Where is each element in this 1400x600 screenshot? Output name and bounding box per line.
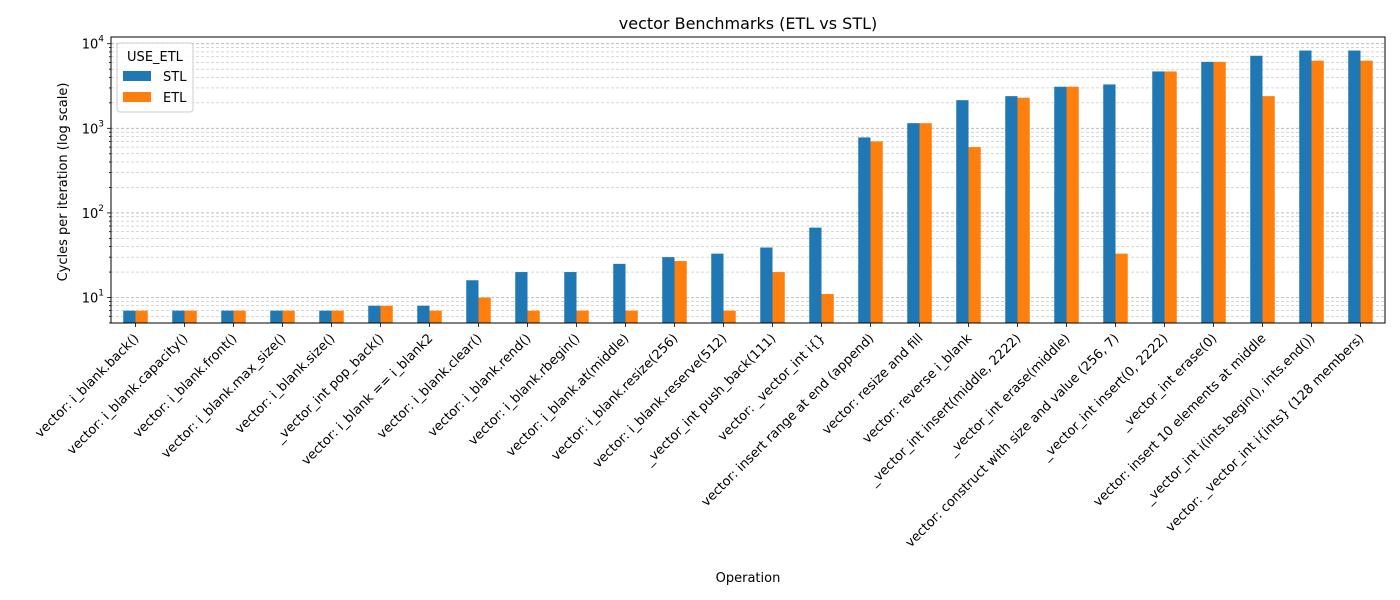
bar-stl-11: [662, 257, 675, 323]
bar-etl-6: [429, 310, 442, 323]
bar-etl-24: [1311, 60, 1324, 324]
bar-stl-3: [270, 310, 283, 323]
bar-stl-14: [809, 227, 822, 323]
bar-etl-13: [772, 272, 785, 323]
bar-etl-1: [184, 310, 197, 323]
plot-frame: [110, 36, 1386, 324]
x-axis-label: Operation: [716, 571, 781, 586]
bar-stl-15: [858, 137, 871, 323]
bar-etl-21: [1164, 71, 1177, 324]
bar-stl-5: [368, 305, 381, 323]
bar-stl-20: [1103, 84, 1116, 324]
bar-stl-8: [515, 272, 528, 323]
y-tick-label: 103: [82, 119, 104, 137]
bar-etl-23: [1262, 96, 1275, 323]
legend-label-etl: ETL: [163, 91, 187, 106]
chart-title: vector Benchmarks (ETL vs STL): [619, 14, 878, 33]
bar-stl-23: [1250, 55, 1263, 324]
y-axis: 101 102 103 104: [82, 35, 111, 324]
y-tick-label: 102: [82, 204, 104, 222]
legend-swatch-stl: [123, 71, 151, 81]
bar-stl-16: [907, 123, 920, 323]
bar-etl-22: [1213, 61, 1226, 324]
legend: USE_ETL STL ETL: [116, 42, 194, 113]
bar-stl-10: [613, 263, 626, 323]
bar-stl-19: [1054, 86, 1067, 323]
bar-stl-22: [1201, 61, 1214, 324]
bar-stl-12: [711, 253, 724, 323]
bar-stl-13: [760, 247, 773, 323]
bar-stl-1: [172, 310, 185, 323]
bar-stl-17: [956, 100, 969, 323]
bar-etl-10: [625, 310, 638, 323]
bar-stl-24: [1299, 50, 1312, 323]
legend-title: USE_ETL: [127, 50, 184, 65]
bar-stl-21: [1152, 71, 1165, 324]
bar-etl-17: [968, 147, 981, 323]
bar-etl-5: [380, 305, 393, 323]
bar-etl-14: [821, 294, 834, 323]
bar-stl-18: [1005, 96, 1018, 323]
bar-stl-9: [564, 272, 577, 323]
y-axis-label: Cycles per iteration (log scale): [56, 83, 71, 282]
bar-etl-25: [1360, 60, 1373, 324]
y-tick-label: 104: [82, 35, 105, 53]
bar-etl-20: [1115, 253, 1128, 323]
bar-etl-8: [527, 310, 540, 323]
legend-swatch-etl: [123, 92, 151, 102]
bar-etl-11: [674, 261, 687, 323]
bar-etl-18: [1017, 97, 1030, 324]
bar-etl-0: [135, 310, 148, 323]
bar-stl-4: [319, 310, 332, 323]
bar-etl-7: [478, 297, 491, 323]
bar-stl-7: [466, 280, 479, 323]
bar-etl-16: [919, 123, 932, 323]
bar-etl-4: [331, 310, 344, 323]
bar-etl-15: [870, 141, 883, 323]
bar-etl-9: [576, 310, 589, 323]
bar-etl-2: [233, 310, 246, 323]
bar-etl-19: [1066, 86, 1079, 323]
bar-stl-6: [417, 305, 430, 323]
legend-label-stl: STL: [163, 70, 187, 85]
bars: [123, 50, 1373, 324]
bar-stl-25: [1348, 50, 1361, 323]
bar-etl-3: [282, 310, 295, 323]
bar-stl-0: [123, 310, 136, 323]
y-tick-label: 101: [82, 289, 104, 307]
bar-stl-2: [221, 310, 234, 323]
bar-etl-12: [723, 310, 736, 323]
